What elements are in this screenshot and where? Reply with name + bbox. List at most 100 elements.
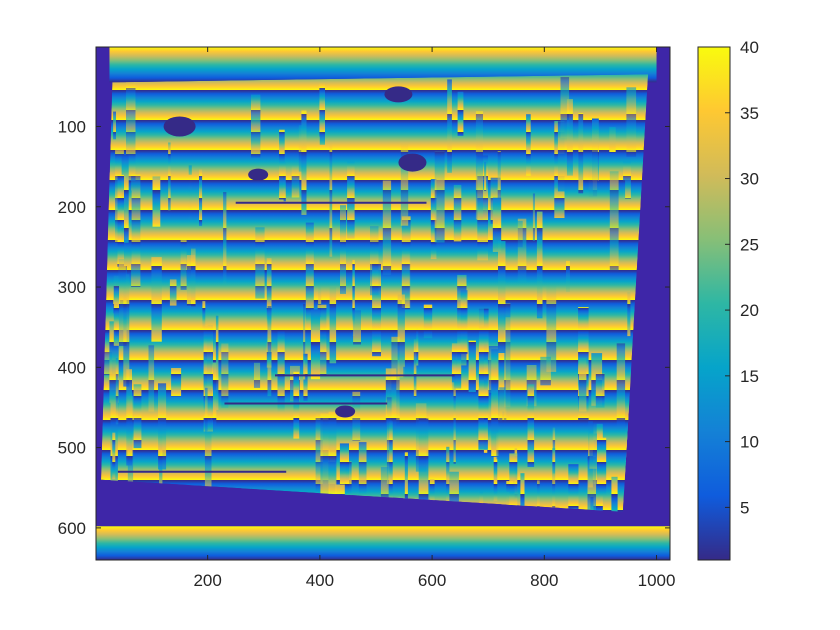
disparity-streak <box>616 343 626 429</box>
disparity-streak <box>253 362 261 388</box>
disparity-streak <box>347 161 355 239</box>
disparity-streak <box>152 176 161 227</box>
disparity-streak <box>449 471 459 512</box>
disparity-streak <box>278 199 281 258</box>
disparity-streak <box>305 222 314 331</box>
disparity-streak <box>401 216 411 310</box>
colorbar-tick-label: 30 <box>740 170 759 189</box>
disparity-streak <box>186 255 196 306</box>
disparity-streak <box>231 356 238 388</box>
disparity-streak <box>273 242 277 268</box>
disparity-streak <box>148 345 155 412</box>
disparity-streak <box>283 162 286 202</box>
x-tick-label: 800 <box>530 571 558 590</box>
disparity-streak <box>338 362 348 423</box>
x-tick-label: 600 <box>418 571 446 590</box>
disparity-streak <box>409 248 418 310</box>
disparity-streak <box>536 211 543 319</box>
disparity-streak <box>277 330 285 414</box>
disparity-streak <box>509 453 518 512</box>
disparity-streak <box>600 437 607 495</box>
disparity-streak <box>242 336 250 447</box>
disparity-streak <box>593 423 603 512</box>
disparity-streak <box>589 433 597 469</box>
disparity-streak <box>587 141 598 204</box>
x-tick-label: 400 <box>306 571 334 590</box>
disparity-streak <box>568 464 579 512</box>
disparity-streak <box>380 467 389 512</box>
disparity-streak <box>450 382 455 488</box>
disparity-streak <box>446 446 450 512</box>
disparity-streak <box>320 413 330 501</box>
disparity-streak <box>619 438 629 494</box>
disparity-streak <box>578 357 587 412</box>
disparity-streak <box>117 174 124 267</box>
colorbar-tick-label: 20 <box>740 301 759 320</box>
heatmap-image <box>96 47 670 560</box>
disparity-streak <box>479 491 484 512</box>
disparity-streak <box>457 91 464 136</box>
disparity-streak <box>255 227 265 299</box>
y-tick-label: 100 <box>58 117 86 136</box>
disparity-streak <box>203 326 208 433</box>
disparity-streak <box>133 384 142 449</box>
disparity-streak <box>251 94 261 158</box>
disparity-streak <box>332 110 338 169</box>
disparity-streak <box>101 332 112 376</box>
disparity-streak <box>340 205 346 294</box>
disparity-streak <box>204 387 212 502</box>
disparity-streak <box>461 467 464 512</box>
disparity-streak <box>566 260 570 292</box>
disparity-streak <box>453 354 456 464</box>
disparity-streak <box>187 174 197 237</box>
disparity-streak <box>430 179 437 260</box>
disparity-streak <box>578 113 584 194</box>
disparity-streak <box>429 479 435 507</box>
disparity-streak <box>168 142 171 211</box>
disparity-streak <box>617 180 626 209</box>
disparity-streak <box>496 432 505 460</box>
disparity-streak <box>566 99 573 176</box>
disparity-streak <box>131 174 141 287</box>
disparity-streak <box>606 385 609 458</box>
disparity-streak <box>498 241 506 353</box>
disparity-streak <box>112 432 116 480</box>
disparity-streak <box>527 384 535 467</box>
scene-region <box>101 74 649 512</box>
disparity-streak <box>622 386 631 487</box>
disparity-streak <box>214 100 220 131</box>
disparity-streak <box>623 161 631 199</box>
disparity-streak <box>199 169 203 226</box>
disparity-streak <box>537 480 540 512</box>
disparity-streak <box>329 287 337 364</box>
disparity-streak <box>317 304 327 377</box>
axes-box <box>95 46 671 561</box>
disparity-streak <box>189 434 198 512</box>
disparity-streak <box>546 285 557 372</box>
disparity-streak <box>180 240 187 290</box>
disparity-streak <box>418 418 429 504</box>
disparity-streak <box>434 151 445 243</box>
bottom-band <box>96 526 670 560</box>
disparity-streak <box>552 427 556 474</box>
y-tick-label: 400 <box>58 358 86 377</box>
disparity-streak <box>478 388 488 450</box>
disparity-streak <box>497 151 501 233</box>
invalid-blob <box>248 168 269 181</box>
disparity-streak <box>118 259 126 285</box>
disparity-streak <box>298 125 303 172</box>
colorbar-tick-label: 40 <box>740 38 759 57</box>
disparity-streak <box>118 265 127 346</box>
invalid-blob <box>163 116 196 137</box>
disparity-streak <box>459 138 466 217</box>
disparity-streak <box>248 323 254 410</box>
disparity-streak <box>303 304 306 380</box>
disparity-streak <box>193 110 199 194</box>
disparity-streak <box>171 368 182 397</box>
disparity-streak <box>391 336 400 424</box>
disparity-streak <box>358 442 367 512</box>
disparity-streak <box>448 172 456 220</box>
disparity-streak <box>113 286 119 346</box>
disparity-streak <box>318 286 322 318</box>
invalid-blob <box>398 153 427 172</box>
